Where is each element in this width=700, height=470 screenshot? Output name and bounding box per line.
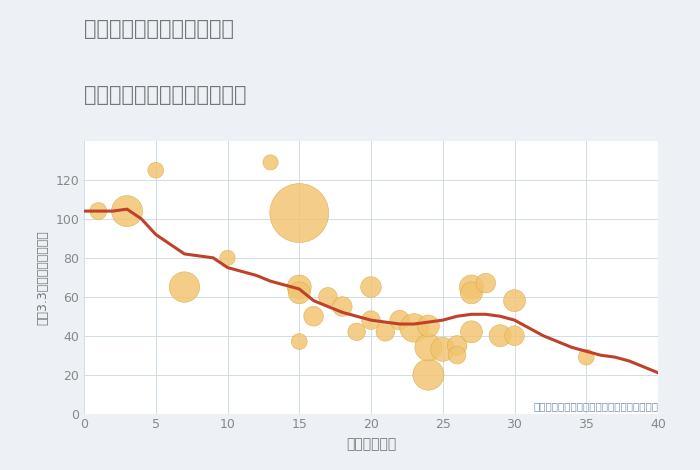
Point [323, 293, 334, 300]
Point [466, 289, 477, 297]
Point [294, 338, 305, 345]
Text: 築年数別中古マンション価格: 築年数別中古マンション価格 [84, 85, 246, 105]
Point [466, 283, 477, 291]
Point [452, 352, 463, 359]
Point [452, 342, 463, 349]
Point [337, 303, 348, 310]
X-axis label: 築年数（年）: 築年数（年） [346, 437, 396, 451]
Point [179, 283, 190, 291]
Point [423, 322, 434, 330]
Point [222, 254, 233, 262]
Point [423, 344, 434, 351]
Point [423, 371, 434, 378]
Y-axis label: 坪（3.3㎡）単価（万円）: 坪（3.3㎡）単価（万円） [36, 230, 50, 325]
Point [466, 328, 477, 336]
Point [365, 316, 377, 324]
Point [509, 332, 520, 339]
Point [294, 209, 305, 217]
Point [265, 159, 276, 166]
Point [365, 283, 377, 291]
Text: 円の大きさは、取引のあった物件面積を示す: 円の大きさは、取引のあった物件面積を示す [533, 401, 658, 411]
Point [509, 297, 520, 305]
Point [294, 289, 305, 297]
Point [379, 328, 391, 336]
Point [308, 313, 319, 320]
Point [150, 166, 161, 174]
Point [394, 316, 405, 324]
Point [581, 353, 592, 361]
Point [494, 332, 505, 339]
Point [122, 207, 133, 215]
Text: 三重県四日市市三ツ谷東町: 三重県四日市市三ツ谷東町 [84, 19, 234, 39]
Point [92, 207, 104, 215]
Point [480, 279, 491, 287]
Point [409, 324, 420, 332]
Point [351, 328, 363, 336]
Point [294, 283, 305, 291]
Point [437, 345, 449, 353]
